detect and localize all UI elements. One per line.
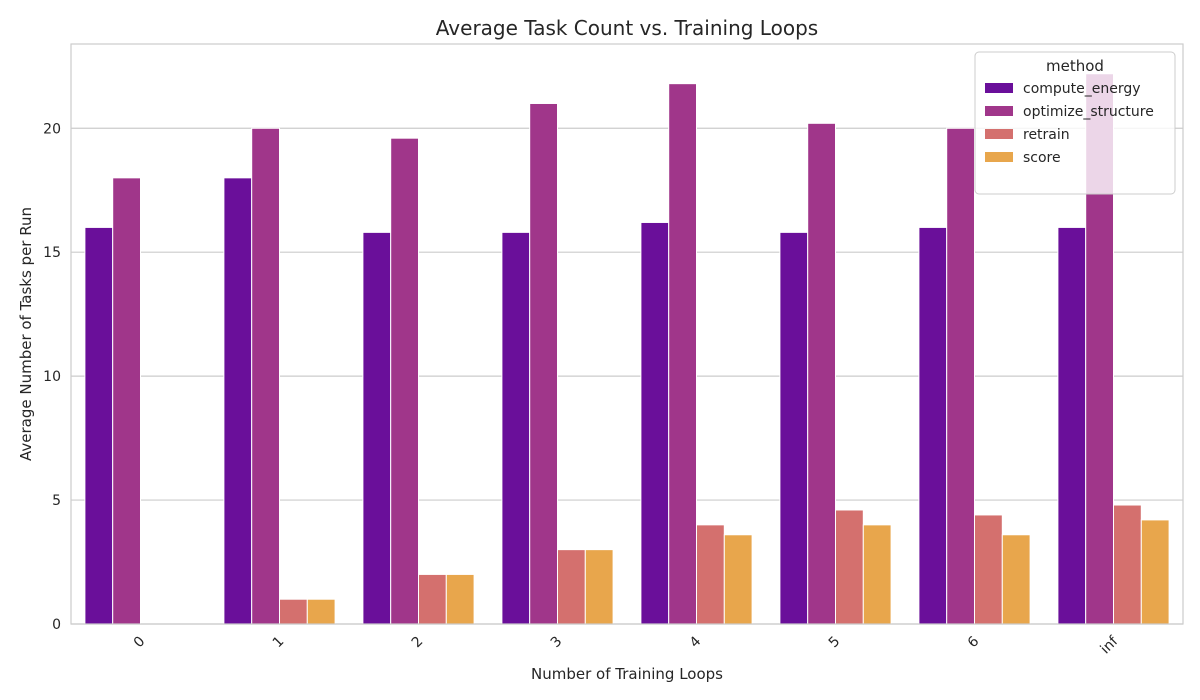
legend-swatch-score (985, 152, 1013, 162)
bar-optimize_structure (529, 102, 559, 625)
legend-swatch-retrain (985, 129, 1013, 139)
bar-score (1140, 519, 1170, 625)
y-tick-label: 10 (43, 369, 61, 385)
bar-score (1001, 534, 1031, 625)
legend-title: method (1046, 57, 1104, 75)
bar-optimize_structure (251, 127, 280, 625)
bar-compute_energy (501, 231, 531, 625)
x-tick-label: 0 (131, 634, 149, 652)
bar-retrain (974, 514, 1003, 625)
x-tick-label: 3 (548, 634, 566, 652)
x-tick-label: inf (1097, 633, 1122, 658)
legend-label-score: score (1023, 150, 1061, 166)
plot-border (70, 43, 1184, 625)
legend: method compute_energy optimize_structurere… (974, 51, 1176, 195)
legend-label-optimize_structure: optimize_structure (1023, 104, 1154, 120)
x-tick-label: 4 (687, 633, 705, 651)
x-tick-label: 5 (826, 634, 844, 652)
bar-score (306, 598, 336, 625)
bar-retrain (696, 524, 725, 625)
bar-retrain (279, 598, 308, 625)
y-tick-label: 0 (52, 617, 61, 633)
bar-compute_energy (223, 177, 253, 625)
bar-compute_energy (84, 226, 114, 625)
legend-box (974, 51, 1176, 195)
chart-title: Average Task Count vs. Training Loops (436, 16, 818, 40)
bar-score (445, 573, 475, 625)
bar-score (862, 524, 892, 625)
legend-label-compute_energy: compute_energy (1023, 81, 1141, 97)
bar-retrain (835, 509, 864, 625)
x-axis-title: Number of Training Loops (531, 665, 723, 683)
bar-retrain (418, 573, 447, 625)
bar-retrain (1113, 504, 1142, 625)
bars (84, 73, 1170, 625)
legend-label-retrain: retrain (1023, 127, 1070, 143)
bar-retrain (557, 549, 586, 625)
y-tick-label: 20 (43, 121, 61, 137)
y-axis-title: Average Number of Tasks per Run (17, 207, 35, 461)
y-tick-label: 15 (43, 245, 61, 261)
bar-compute_energy (362, 231, 392, 625)
legend-swatch-compute_energy (985, 83, 1013, 93)
y-tick-label: 5 (52, 493, 61, 509)
bar-compute_energy (640, 221, 670, 625)
plot-frame (70, 43, 1184, 625)
x-tick-label: 2 (409, 634, 427, 652)
x-tick-label: 1 (270, 634, 288, 652)
bar-score (723, 534, 753, 625)
bar-compute_energy (918, 226, 948, 625)
bar-optimize_structure (668, 83, 698, 625)
x-tick-label: 6 (965, 633, 983, 651)
legend-swatch-optimize_structure (985, 106, 1013, 116)
bar-optimize_structure (807, 122, 837, 625)
bar-score (584, 549, 614, 625)
bar-optimize_structure (946, 127, 976, 625)
bar-optimize_structure (112, 177, 141, 625)
bar-optimize_structure (390, 137, 420, 625)
bar-compute_energy (779, 231, 809, 625)
bar-compute_energy (1057, 226, 1087, 625)
